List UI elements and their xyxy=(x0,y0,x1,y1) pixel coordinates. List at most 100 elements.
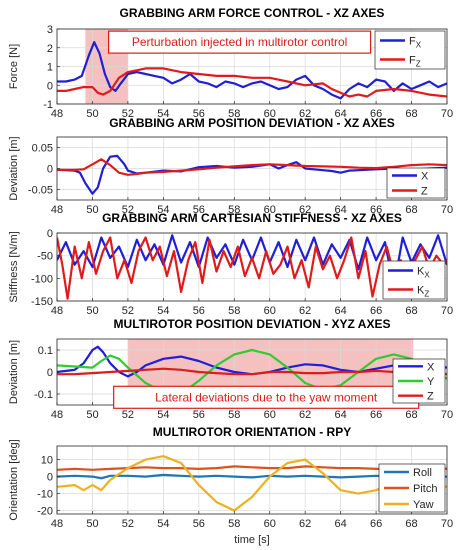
panel-2: 48 50 52 54 56 58 60 62 64 66 68 70 -0.05 0 0.05 GRABBI… xyxy=(8,116,453,216)
x-tick-label: 68 xyxy=(405,108,417,120)
x-tick-label: 70 xyxy=(441,204,453,216)
x-tick-label: 62 xyxy=(299,305,311,317)
y-tick-label: 0 xyxy=(47,164,53,176)
legend-label: Yaw xyxy=(413,499,434,511)
x-tick-label: 54 xyxy=(157,204,169,216)
y-tick-label: 0.1 xyxy=(38,345,53,357)
x-tick-label: 52 xyxy=(122,204,134,216)
x-tick-label: 62 xyxy=(299,108,311,120)
legend-label: X xyxy=(421,171,429,183)
legend-box xyxy=(382,260,446,300)
x-tick-label: 66 xyxy=(370,409,382,421)
x-tick-label: 48 xyxy=(51,518,63,530)
x-tick-label: 58 xyxy=(228,518,240,530)
annotation-text: Lateral deviations due to the yaw moment xyxy=(155,390,378,404)
x-tick-label: 52 xyxy=(122,409,134,421)
x-tick-label: 58 xyxy=(228,204,240,216)
legend-label: FZ xyxy=(409,55,421,69)
legend-label: KX xyxy=(417,266,430,280)
x-tick-label: 52 xyxy=(122,108,134,120)
x-tick-label: 62 xyxy=(299,204,311,216)
x-tick-label: 54 xyxy=(157,108,169,120)
y-axis-label: Force [N] xyxy=(8,44,20,89)
x-tick-label: 54 xyxy=(157,409,169,421)
y-tick-label: -50 xyxy=(37,251,53,263)
y-tick-label: -20 xyxy=(37,506,53,518)
x-tick-label: 48 xyxy=(51,108,63,120)
x-tick-label: 60 xyxy=(264,108,276,120)
legend-label: Roll xyxy=(413,467,432,479)
x-tick-label: 70 xyxy=(441,409,453,421)
x-tick-label: 66 xyxy=(370,108,382,120)
y-axis-label: Deviation [m] xyxy=(8,136,20,200)
legend: KX KZ xyxy=(382,260,446,300)
x-tick-label: 66 xyxy=(370,518,382,530)
x-tick-label: 50 xyxy=(86,305,98,317)
y-tick-label: -0.05 xyxy=(28,185,53,197)
chart-title: GRABBING ARM POSITION DEVIATION - XZ AXE… xyxy=(109,116,395,130)
series-line-yaw xyxy=(57,455,447,512)
x-tick-label: 64 xyxy=(335,518,347,530)
panel-4: 48 50 52 54 56 58 60 62 64 66 68 70 -0.1 0 0.1 MULTIROT… xyxy=(8,317,453,421)
x-tick-label: 48 xyxy=(51,204,63,216)
x-tick-label: 68 xyxy=(405,204,417,216)
x-tick-label: 50 xyxy=(86,518,98,530)
x-tick-label: 68 xyxy=(405,409,417,421)
x-tick-label: 52 xyxy=(122,305,134,317)
x-tick-label: 70 xyxy=(441,108,453,120)
x-tick-label: 56 xyxy=(193,108,205,120)
y-tick-label: -100 xyxy=(31,273,53,285)
axes-frame xyxy=(56,232,448,302)
x-tick-label: 64 xyxy=(335,108,347,120)
x-tick-label: 60 xyxy=(264,409,276,421)
x-tick-label: 50 xyxy=(86,108,98,120)
x-tick-label: 64 xyxy=(335,409,347,421)
x-tick-label: 58 xyxy=(228,305,240,317)
series-group xyxy=(57,345,447,396)
x-tick-label: 54 xyxy=(157,305,169,317)
x-axis-label: time [s] xyxy=(234,534,269,546)
y-tick-label: 0.05 xyxy=(32,143,53,155)
x-tick-label: 68 xyxy=(405,518,417,530)
axes-frame xyxy=(56,445,448,515)
y-tick-label: -1 xyxy=(43,99,53,111)
x-tick-label: 66 xyxy=(370,204,382,216)
x-tick-label: 70 xyxy=(441,305,453,317)
x-tick-label: 60 xyxy=(264,518,276,530)
series-line-f-x xyxy=(57,40,447,100)
y-tick-label: 2 xyxy=(47,43,53,55)
x-tick-label: 50 xyxy=(86,204,98,216)
y-tick-label: 3 xyxy=(47,24,53,36)
chart-title: MULTIROTOR POSITION DEVIATION - XYZ AXES xyxy=(114,317,391,331)
chart-title: GRABBING ARM CARTESIAN STIFFNESS - XZ AX… xyxy=(102,211,402,225)
x-tick-label: 70 xyxy=(441,518,453,530)
y-tick-label: 0 xyxy=(47,367,53,379)
y-tick-label: 0 xyxy=(47,472,53,484)
panel-3: 48 50 52 54 56 58 60 62 64 66 68 70 -150 -100 -50 0 GRAB… xyxy=(8,211,453,317)
x-tick-label: 56 xyxy=(193,305,205,317)
annotation-box xyxy=(107,30,372,54)
series-line-f-z xyxy=(57,67,447,98)
legend: XZ xyxy=(386,167,446,199)
y-tick-label: 10 xyxy=(41,455,53,467)
y-tick-label: -10 xyxy=(37,489,53,501)
x-tick-label: 58 xyxy=(228,409,240,421)
y-tick-label: -0.1 xyxy=(34,389,53,401)
x-tick-label: 60 xyxy=(264,305,276,317)
panel-5: 48 50 52 54 56 58 60 62 64 66 68 70 -20 -10 0 10 MULTIRO… xyxy=(8,425,453,546)
x-tick-label: 60 xyxy=(264,204,276,216)
x-tick-label: 48 xyxy=(51,409,63,421)
legend-box xyxy=(374,30,446,70)
legend: FX FZ xyxy=(374,30,446,70)
legend-label: FX xyxy=(409,36,422,50)
x-tick-label: 56 xyxy=(193,204,205,216)
x-tick-label: 48 xyxy=(51,305,63,317)
legend-label: KZ xyxy=(417,285,429,299)
x-tick-label: 56 xyxy=(193,409,205,421)
x-tick-label: 64 xyxy=(335,305,347,317)
series-group xyxy=(57,154,447,195)
legend-label: Pitch xyxy=(413,483,437,495)
x-tick-label: 64 xyxy=(335,204,347,216)
legend: Roll Pitch Yaw xyxy=(378,463,446,513)
